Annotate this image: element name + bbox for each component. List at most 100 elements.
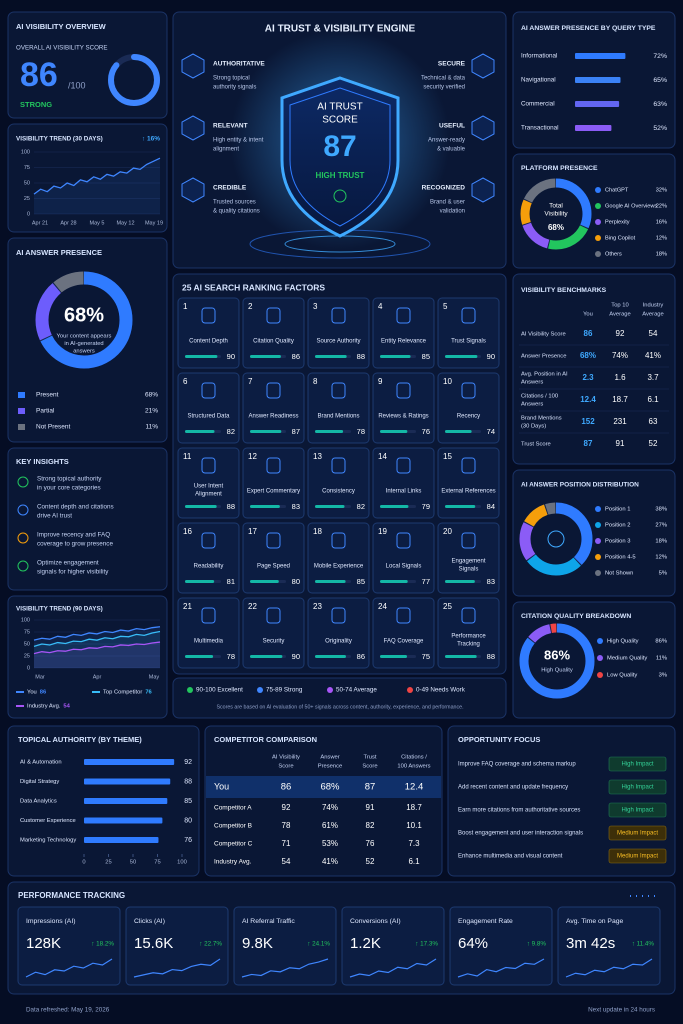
panel-title: AI VISIBILITY OVERVIEW [16, 22, 107, 31]
panel-title: VISIBILITY TREND (90 DAYS) [16, 606, 103, 613]
cell: 3.7 [647, 373, 659, 382]
factor-rank: 12 [248, 452, 257, 461]
label: Entity Relevance [381, 339, 427, 345]
row-label: Competitor B [214, 823, 252, 830]
label: External References [441, 489, 495, 495]
legend-swatch [595, 219, 601, 225]
legend-label: Perplexity [605, 219, 630, 225]
cell: 2.3 [582, 373, 594, 382]
sparkline [349, 958, 437, 978]
donut-segment [519, 502, 593, 576]
label: Citation Quality [253, 339, 294, 345]
kpi-value: 15.6K [134, 935, 173, 952]
score-value: 75 [422, 652, 430, 661]
factor-icon [201, 607, 216, 624]
legend-label: Partial [36, 408, 55, 415]
donut-segment [35, 271, 133, 369]
factor-rank: 1 [183, 302, 188, 311]
value-label: 65% [653, 77, 667, 84]
label: Content Depth [189, 339, 228, 345]
panel-title: 25 AI SEARCH RANKING FACTORS [182, 282, 325, 292]
y-tick-label: 100 [21, 617, 30, 623]
label: in AI-generated [64, 341, 103, 347]
insight-icon [17, 560, 29, 572]
factor-rank: 10 [443, 377, 452, 386]
panel-title: VISIBILITY BENCHMARKS [521, 287, 607, 294]
label: AI Visibility Score [521, 332, 566, 338]
change: ↑ 16% [142, 136, 160, 143]
label: validation [440, 209, 465, 215]
factor-rank: 18 [313, 527, 322, 536]
score-bar [250, 655, 283, 658]
legend-label: 0-49 Needs Work [416, 687, 466, 694]
score-bar [315, 655, 346, 658]
label: authority signals [213, 85, 256, 91]
cell: 41% [322, 857, 338, 866]
label: Signals [459, 567, 479, 573]
impact-label: Medium Impact [617, 831, 658, 837]
cell: 18.7 [612, 395, 628, 404]
cell: 152 [581, 417, 595, 426]
kpi-label: AI Referral Traffic [242, 918, 295, 925]
status: HIGH TRUST [316, 171, 365, 180]
label: drive AI trust [37, 513, 72, 520]
area [34, 631, 160, 668]
label: Answers [521, 402, 543, 408]
y-tick-label: 75 [24, 629, 30, 635]
factor-card [437, 522, 500, 594]
panel [172, 677, 507, 719]
cell: 7.3 [408, 839, 420, 848]
label: High Quality [541, 668, 573, 674]
label: Average [609, 312, 631, 318]
factor-rank: 2 [248, 302, 253, 311]
x-tick-label: May 12 [116, 220, 134, 226]
cell: 91 [366, 803, 375, 812]
factor-card [372, 447, 435, 519]
score-value: 82 [227, 427, 235, 436]
factor-rank: 8 [313, 377, 318, 386]
opportunity-text: Improve FAQ coverage and schema markup [458, 762, 576, 768]
label: Internal Links [386, 489, 422, 495]
x-tick-label: Apr 21 [32, 220, 48, 226]
label: Citations / [401, 755, 427, 761]
y-tick-label: 0 [27, 211, 30, 217]
cell: 76 [366, 839, 375, 848]
score-value: 87 [292, 427, 300, 436]
cell: 92 [616, 329, 625, 338]
label: Answer Readiness [248, 414, 298, 420]
factor-card [372, 372, 435, 444]
legend-label: Not Present [36, 424, 71, 431]
factor-rank: 9 [378, 377, 383, 386]
label: Presence [318, 764, 343, 770]
impact-label: High Impact [621, 785, 653, 791]
legend-swatch [327, 687, 333, 693]
label: Brand Mentions [521, 416, 562, 422]
impact-badge [608, 756, 667, 772]
panel-title: PERFORMANCE TRACKING [18, 891, 125, 900]
label: Multimedia [194, 639, 224, 645]
kpi-value: 128K [26, 935, 61, 952]
score-value: 90 [487, 352, 495, 361]
x-tick-label: 0 [82, 860, 85, 866]
shield-inner [289, 87, 391, 227]
panel-title: CITATION QUALITY BREAKDOWN [521, 613, 631, 620]
factor-icon [396, 532, 411, 549]
label: Strong topical [213, 76, 250, 82]
label: Tracking [457, 642, 480, 648]
cell: 12.4 [580, 395, 596, 404]
label: Answer [320, 755, 339, 761]
feature-icon [181, 53, 205, 79]
score: 86 [20, 56, 58, 94]
legend-swatch [595, 506, 601, 512]
feature-icon [181, 177, 205, 203]
cell: 53% [322, 839, 338, 848]
cell: 6.1 [647, 395, 659, 404]
label: alignment [213, 147, 239, 153]
factor-card [307, 372, 370, 444]
impact-badge [608, 848, 667, 864]
panel [7, 595, 168, 719]
legend-value: 76 [145, 690, 152, 696]
line [33, 157, 161, 195]
factor-rank: 7 [248, 377, 253, 386]
score-bar [380, 580, 408, 583]
